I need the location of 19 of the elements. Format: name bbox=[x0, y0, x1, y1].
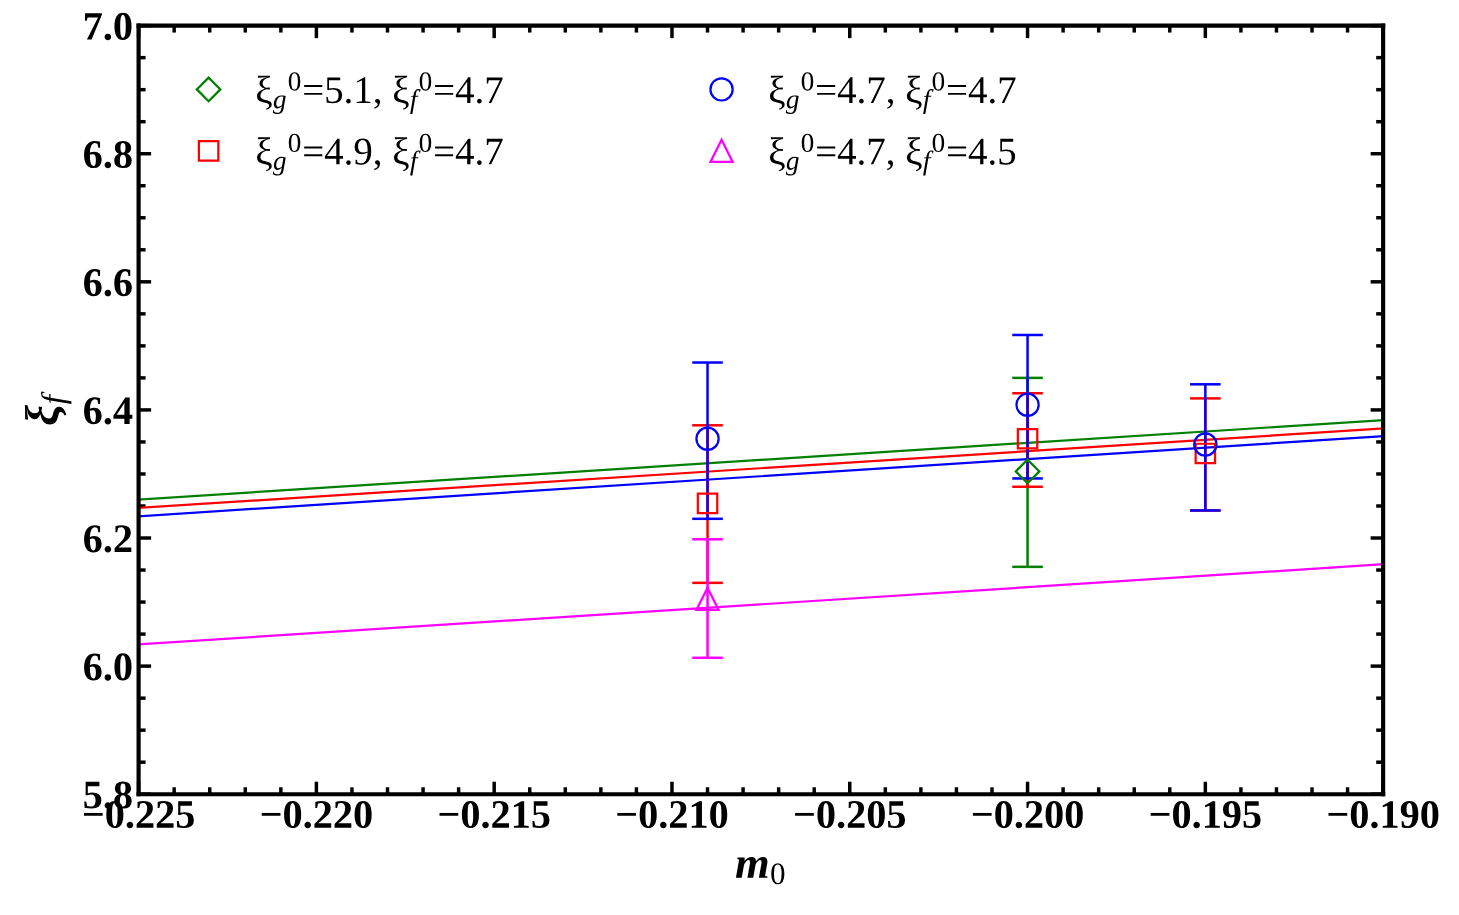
y-tick-label: 6.4 bbox=[84, 397, 133, 425]
x-tick-label: −0.210 bbox=[617, 800, 728, 829]
y-tick-label: 6.2 bbox=[84, 525, 132, 553]
x-tick-label: −0.220 bbox=[261, 800, 372, 829]
legend-label: ξ$_{g}$$^{0}$=4.7, ξ$_{f}$$^{0}$=4.5 bbox=[769, 133, 1016, 176]
x-tick-label: −0.215 bbox=[439, 800, 550, 829]
x-tick-label: −0.195 bbox=[1150, 800, 1261, 829]
y-axis-title: ξ$_{f}$ bbox=[24, 391, 72, 425]
y-tick-label: 6.8 bbox=[84, 140, 132, 169]
y-tick-label: 7.0 bbox=[85, 12, 132, 41]
legend-label: ξ$_{g}$$^{0}$=4.7, ξ$_{f}$$^{0}$=4.7 bbox=[769, 72, 1016, 115]
y-tick-label: 6.0 bbox=[84, 653, 132, 681]
x-axis-title: m$_{0}$ bbox=[735, 856, 785, 885]
x-tick-label: −0.190 bbox=[1328, 800, 1439, 829]
legend-label: ξ$_{g}$$^{0}$=5.1, ξ$_{f}$$^{0}$=4.7 bbox=[256, 72, 503, 115]
y-tick-label: 6.6 bbox=[84, 269, 132, 297]
x-tick-label: −0.205 bbox=[795, 800, 906, 829]
x-tick-label: −0.200 bbox=[972, 800, 1083, 829]
legend-label: ξ$_{g}$$^{0}$=4.9, ξ$_{f}$$^{0}$=4.7 bbox=[256, 133, 503, 176]
